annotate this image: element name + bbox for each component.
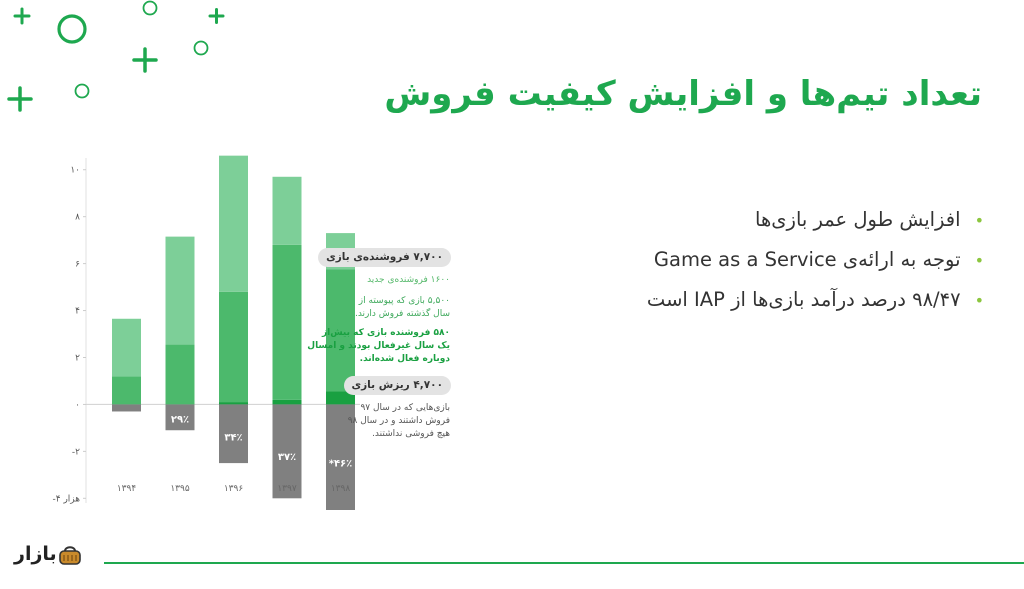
bar-segment	[326, 391, 355, 405]
note-line: سال گذشته فروش دارند.	[354, 309, 450, 319]
circle-icon	[193, 40, 209, 56]
sellers-pill: ۷,۷۰۰ فروشنده‌ی بازی	[318, 248, 451, 267]
basket-icon	[58, 546, 81, 565]
bullet-text: توجه به ارائه‌ی Game as a Service	[653, 248, 961, 271]
x-tick-label: ۱۳۹۷	[277, 484, 297, 494]
bullet-item: • ۹۸/۴۷ درصد درآمد بازی‌ها از IAP است	[647, 280, 984, 320]
y-tick-label: -۴ هزار	[52, 494, 80, 504]
note-line: دوباره فعال شده‌اند.	[359, 354, 450, 364]
y-tick-label: ۱۰	[70, 166, 80, 176]
bullet-dot-icon: •	[974, 251, 984, 270]
note-line: یک سال غیرفعال بودند و امسال	[307, 341, 450, 351]
y-tick-label: -۲	[72, 447, 80, 457]
bar-segment	[219, 402, 248, 405]
bar-segment-negative	[219, 404, 248, 464]
bar-chart: -۴ هزار -۲ ۰ ۲ ۴ ۶ ۸ ۱۰ ۱۳۹۴ ۲۹٪ ۱۳۹۵ ۳۴٪ ۱۳۹۶ ۳۷٪ ۱۳۹…	[52, 155, 360, 510]
churn-pill: ۴,۷۰۰ ریزش بازی	[343, 376, 451, 395]
y-tick-label: ۲	[75, 353, 80, 363]
bullet-item: • توجه به ارائه‌ی Game as a Service	[647, 240, 984, 280]
bullet-text: افزایش طول عمر بازی‌ها	[755, 208, 961, 231]
bazaar-logo: بازار	[14, 541, 83, 567]
x-tick-label: ۱۳۹۵	[170, 484, 190, 494]
x-tick-label: ۱۳۹۶	[224, 484, 244, 494]
bullet-item: • افزایش طول عمر بازی‌ها	[647, 200, 984, 240]
bar-segment	[112, 376, 141, 405]
bullet-dot-icon: •	[974, 211, 984, 230]
bar-value-label: ۲۹٪	[171, 415, 189, 426]
plus-icon	[7, 86, 33, 112]
continuous-games-note: ۵,۵۰۰ بازی که پیوسته از سال گذشته فروش د…	[355, 295, 450, 321]
x-tick-label: ۱۳۹۴	[117, 484, 137, 494]
circle-icon	[57, 14, 87, 44]
bar-value-label: *۴۶٪	[329, 459, 353, 470]
y-tick-label: ۴	[75, 307, 80, 317]
circle-icon	[142, 0, 158, 16]
bullet-text: ۹۸/۴۷ درصد درآمد بازی‌ها از IAP است	[646, 288, 961, 311]
bar-segment	[165, 344, 195, 405]
y-tick-label: ۰	[75, 400, 80, 410]
note-line: بازی‌هایی که در سال ۹۷	[360, 403, 450, 413]
x-tick-label: ۱۳۹۸	[331, 484, 351, 494]
bar-value-label: ۳۷٪	[278, 452, 296, 463]
note-line: هیچ فروشی نداشتند.	[372, 429, 450, 439]
bar-segment	[326, 269, 355, 392]
bar-segment	[272, 399, 302, 405]
plus-icon	[208, 8, 225, 24]
y-tick-label: ۸	[75, 213, 80, 223]
churn-note: بازی‌هایی که در سال ۹۷ فروش داشتند و در …	[348, 402, 450, 441]
bar-value-label: ۳۴٪	[224, 433, 242, 444]
footer-divider	[104, 562, 1024, 564]
bar-segment	[219, 291, 248, 403]
plus-icon	[132, 47, 158, 73]
circle-icon	[74, 83, 90, 99]
bar-segment	[272, 176, 302, 245]
note-line: فروش داشتند و در سال ۹۸	[347, 416, 450, 426]
new-sellers-note: ۱۶۰۰ فروشنده‌ی جدید	[367, 275, 450, 285]
bar-segment	[165, 236, 195, 345]
note-line: ۵,۵۰۰ بازی که پیوسته از	[358, 296, 450, 306]
logo-text: بازار	[14, 543, 57, 565]
page-title: تعداد تیم‌ها و افزایش کیفیت فروش	[384, 74, 982, 114]
bar-segment-negative	[326, 404, 355, 510]
bar-segment	[272, 244, 302, 400]
bar-segment-negative	[165, 404, 195, 431]
bar-segment-negative	[272, 404, 302, 499]
decorative-shapes	[7, 0, 225, 112]
bar-segment-negative	[112, 404, 141, 412]
bar-segment	[112, 318, 141, 377]
bar-segment	[219, 155, 248, 292]
note-line: ۵۸۰ فروشنده بازی که بیش‌از	[321, 328, 450, 338]
bullet-list: • افزایش طول عمر بازی‌ها • توجه به ارائه‌ی…	[647, 200, 984, 320]
bullet-dot-icon: •	[974, 291, 984, 310]
reactivated-sellers-note: ۵۸۰ فروشنده بازی که بیش‌از یک سال غیرفعا…	[307, 327, 450, 366]
plus-icon	[13, 7, 31, 25]
y-tick-label: ۶	[75, 260, 80, 270]
